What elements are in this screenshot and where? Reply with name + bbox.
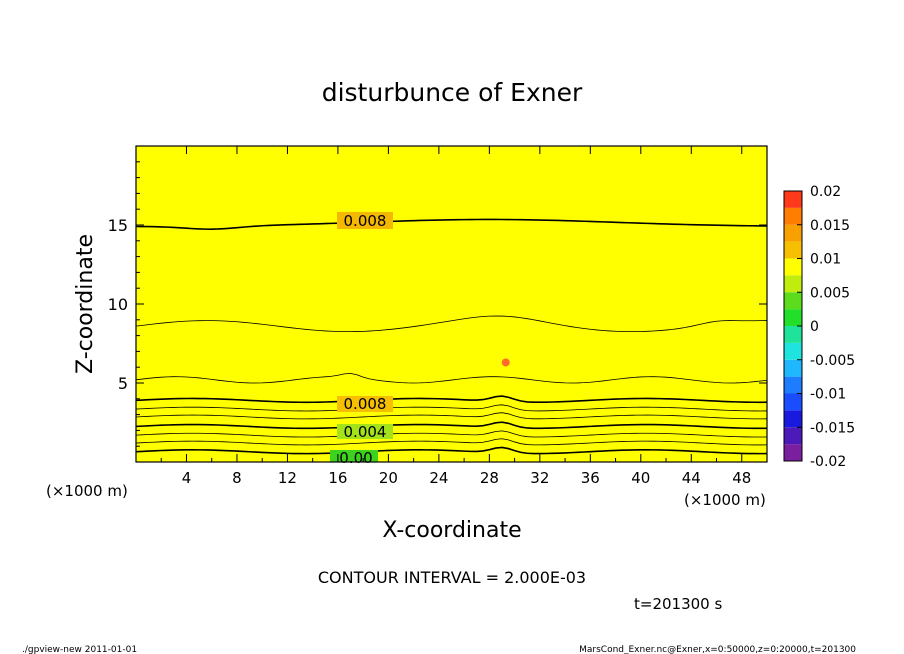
colorbar-cell <box>784 326 802 343</box>
colorbar-tick-label: -0.005 <box>810 353 855 369</box>
plot-area <box>136 146 767 462</box>
colorbar-cell <box>784 393 802 411</box>
colorbar-ticks: 0.02 0.015 0.01 0.005 0 -0.005 -0.01 -0.015 -0.0… <box>797 184 855 470</box>
colorbar-tick-label: 0 <box>810 319 819 335</box>
x-tick-label-12: 12 <box>278 469 297 487</box>
contour-low-4 <box>136 430 767 438</box>
filled-bands <box>136 280 767 462</box>
colorbar-cell <box>784 258 802 276</box>
colorbar-cell <box>784 224 802 242</box>
contour-low-2 <box>136 412 767 420</box>
contour-low-5 <box>136 438 767 446</box>
colorbar-tick-label: 0.005 <box>810 285 850 301</box>
colorbar-tick-label: 0.02 <box>810 184 841 200</box>
chart-title: disturbunce of Exner <box>322 78 583 107</box>
contour-labels: 0.008 0.008 0.004 0.00 <box>330 212 393 467</box>
x-unit-label: (×1000 m) <box>46 482 128 500</box>
colorbar-cell <box>784 376 802 394</box>
colorbar-tick-label: -0.015 <box>810 420 855 436</box>
footer-left: ./gpview-new 2011-01-01 <box>22 645 137 654</box>
x-tick-label-16: 16 <box>328 469 347 487</box>
contour-low-3 <box>136 421 767 430</box>
colorbar-tick-label: 0.015 <box>810 218 850 234</box>
contour-lines <box>136 218 767 455</box>
colorbar-cell <box>784 292 802 310</box>
x-tick-label-48: 48 <box>732 469 751 487</box>
y-tick-label-5: 5 <box>118 374 128 393</box>
x-tick-label-24: 24 <box>429 469 448 487</box>
contour-label-upper: 0.008 <box>344 212 387 230</box>
colorbar-cell <box>784 427 802 445</box>
contour-label-lower: 0.008 <box>344 395 387 413</box>
footer-right: MarsCond_Exner.nc@Exner,x=0:50000,z=0:20… <box>579 645 856 654</box>
colorbar-cell <box>784 359 802 377</box>
colorbar-cell <box>784 207 802 225</box>
colorbar-cell <box>784 275 802 293</box>
y-tick-label-10: 10 <box>108 295 128 314</box>
x-tick-label-32: 32 <box>530 469 549 487</box>
contour-interval-note: CONTOUR INTERVAL = 2.000E-03 <box>318 568 586 587</box>
max-point <box>501 358 510 367</box>
x-tick-label-44: 44 <box>682 469 701 487</box>
x-axis: 4 8 12 16 20 24 28 32 36 40 44 48 <box>160 146 751 487</box>
colorbar-cell <box>784 191 802 208</box>
contour-upper-0008 <box>136 218 767 230</box>
x-tick-label-40: 40 <box>631 469 650 487</box>
contour-label-000: 0.00 <box>339 449 372 467</box>
colorbar-cell <box>784 241 802 259</box>
contour-low-1 <box>136 404 767 412</box>
x-tick-label-20: 20 <box>379 469 398 487</box>
x-tick-label-36: 36 <box>581 469 600 487</box>
contour-core-0010 <box>136 315 767 384</box>
x-axis-label: X-coordinate <box>382 518 521 543</box>
y-axis: 5 10 15 <box>108 161 767 447</box>
time-note: t=201300 s <box>634 595 722 613</box>
x-tick-label-4: 4 <box>182 469 192 487</box>
x-tick-label-28: 28 <box>480 469 499 487</box>
x-tick-label-8: 8 <box>232 469 242 487</box>
y-axis-label: Z-coordinate <box>73 234 98 374</box>
colorbar-tick-label: -0.01 <box>810 387 846 403</box>
y-unit-label: (×1000 m) <box>684 491 766 509</box>
band-above-0.0075 <box>136 280 767 387</box>
y-tick-label-15: 15 <box>108 216 128 235</box>
colorbar-cell <box>784 444 802 461</box>
colorbar-tick-label: -0.02 <box>810 454 846 470</box>
contour-low-6 <box>136 446 767 455</box>
contour-low-0 <box>136 395 767 404</box>
colorbar-cell <box>784 410 802 428</box>
colorbar-cell <box>784 342 802 360</box>
contour-label-004: 0.004 <box>344 423 387 441</box>
colorbar-tick-label: 0.01 <box>810 252 841 268</box>
colorbar-cell <box>784 309 802 326</box>
